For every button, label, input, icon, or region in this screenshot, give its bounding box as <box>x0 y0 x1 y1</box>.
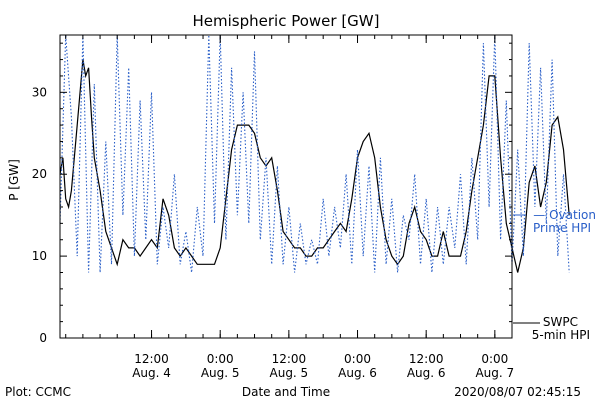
x-tick-date-label: Aug. 6 <box>338 366 377 380</box>
footer-timestamp: 2020/08/07 02:45:15 <box>454 385 581 399</box>
x-tick-date-label: Aug. 4 <box>132 366 171 380</box>
y-tick-label: 0 <box>39 331 47 345</box>
series-layer <box>59 34 570 273</box>
legend-ovation-line2: Prime HPI <box>533 221 591 235</box>
footer-credit: Plot: CCMC <box>5 385 71 399</box>
legend-ovation-line1: — Ovation <box>533 208 596 222</box>
y-tick-label: 30 <box>32 85 47 99</box>
x-tick-date-label: Aug. 6 <box>407 366 446 380</box>
legend-swpc-line1: SWPC <box>543 315 578 329</box>
x-tick-time-label: 0:00 <box>481 352 508 366</box>
x-tick-time-label: 12:00 <box>409 352 444 366</box>
chart-title: Hemispheric Power [GW] <box>193 12 380 30</box>
x-tick-date-label: Aug. 5 <box>201 366 240 380</box>
plot-frame <box>59 34 513 339</box>
legend-swpc-line2: 5-min HPI <box>532 328 590 342</box>
x-tick-time-label: 0:00 <box>207 352 234 366</box>
x-tick-time-label: 12:00 <box>134 352 169 366</box>
x-tick-date-label: Aug. 7 <box>475 366 514 380</box>
x-tick-time-label: 12:00 <box>272 352 307 366</box>
y-tick-label: 10 <box>32 249 47 263</box>
y-tick-label: 20 <box>32 167 47 181</box>
x-tick-time-label: 0:00 <box>344 352 371 366</box>
y-axis-label: P [GW] <box>7 159 21 201</box>
series-ovation-prime-line <box>59 34 570 273</box>
x-tick-date-label: Aug. 5 <box>270 366 309 380</box>
x-axis-label: Date and Time <box>242 385 330 399</box>
legend: — Ovation Prime HPI SWPC 5-min HPI <box>513 208 596 342</box>
